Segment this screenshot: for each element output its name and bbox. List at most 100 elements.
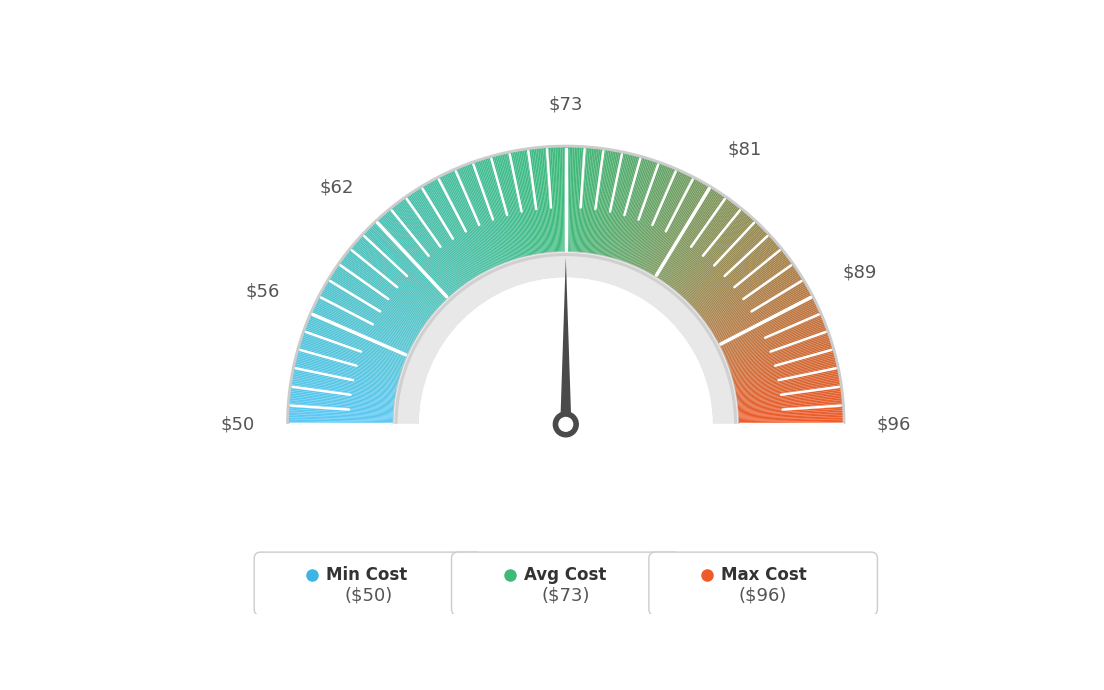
Wedge shape (363, 233, 442, 306)
Wedge shape (581, 147, 592, 253)
Wedge shape (715, 287, 809, 341)
Wedge shape (294, 364, 397, 388)
Wedge shape (287, 415, 394, 420)
Wedge shape (654, 185, 709, 277)
Wedge shape (732, 350, 835, 380)
Wedge shape (718, 295, 813, 345)
Wedge shape (666, 198, 730, 285)
Text: Max Cost: Max Cost (721, 566, 807, 584)
Wedge shape (730, 342, 832, 374)
Wedge shape (640, 173, 688, 270)
Wedge shape (358, 237, 438, 310)
Wedge shape (423, 185, 478, 277)
Wedge shape (369, 226, 445, 303)
Wedge shape (404, 197, 466, 284)
Text: ($73): ($73) (542, 586, 590, 604)
Wedge shape (526, 149, 542, 254)
Wedge shape (314, 306, 410, 352)
Wedge shape (301, 335, 403, 370)
Wedge shape (737, 421, 845, 423)
Wedge shape (288, 398, 394, 409)
Wedge shape (360, 237, 439, 309)
Wedge shape (737, 411, 843, 417)
Wedge shape (712, 277, 803, 334)
Wedge shape (639, 172, 686, 269)
Wedge shape (622, 161, 657, 262)
Wedge shape (372, 224, 446, 301)
Wedge shape (703, 258, 790, 322)
Wedge shape (737, 405, 843, 413)
Wedge shape (682, 220, 756, 299)
Wedge shape (737, 414, 843, 419)
Wedge shape (537, 148, 549, 253)
Wedge shape (393, 206, 459, 290)
Wedge shape (540, 147, 551, 253)
Wedge shape (288, 405, 394, 413)
Wedge shape (572, 146, 578, 253)
Wedge shape (662, 194, 723, 283)
Wedge shape (737, 398, 843, 409)
Wedge shape (596, 150, 616, 255)
Wedge shape (737, 404, 843, 413)
Wedge shape (716, 290, 810, 342)
Wedge shape (736, 389, 842, 404)
Text: Min Cost: Min Cost (327, 566, 407, 584)
Wedge shape (531, 148, 545, 254)
Wedge shape (590, 149, 606, 254)
Wedge shape (561, 146, 564, 253)
Wedge shape (575, 146, 583, 253)
Wedge shape (626, 164, 665, 264)
Wedge shape (658, 189, 716, 279)
Wedge shape (290, 382, 395, 400)
Wedge shape (500, 154, 527, 257)
Wedge shape (709, 269, 798, 329)
Text: $62: $62 (319, 179, 353, 197)
Wedge shape (564, 146, 565, 253)
Wedge shape (669, 201, 733, 287)
Wedge shape (687, 226, 763, 303)
Wedge shape (440, 175, 490, 270)
Wedge shape (376, 219, 449, 298)
Wedge shape (446, 172, 492, 269)
Wedge shape (641, 174, 689, 270)
Wedge shape (724, 314, 821, 357)
Wedge shape (699, 247, 782, 315)
Wedge shape (471, 162, 509, 262)
Wedge shape (311, 309, 410, 354)
Wedge shape (373, 223, 447, 300)
Circle shape (559, 417, 573, 431)
Wedge shape (461, 166, 502, 265)
Wedge shape (586, 148, 601, 254)
Wedge shape (327, 279, 418, 336)
Wedge shape (289, 393, 395, 406)
Wedge shape (290, 381, 396, 399)
Text: $73: $73 (549, 95, 583, 113)
Wedge shape (608, 155, 637, 258)
Wedge shape (573, 146, 580, 253)
Wedge shape (585, 148, 599, 253)
Wedge shape (714, 283, 806, 337)
Wedge shape (686, 225, 762, 302)
Wedge shape (454, 169, 498, 267)
Wedge shape (646, 178, 697, 273)
Wedge shape (725, 322, 825, 362)
Wedge shape (616, 158, 648, 260)
Wedge shape (656, 188, 713, 279)
Wedge shape (327, 282, 418, 337)
Wedge shape (667, 199, 731, 286)
Wedge shape (501, 153, 528, 257)
Wedge shape (734, 371, 839, 392)
Wedge shape (678, 213, 749, 295)
Wedge shape (559, 146, 563, 253)
Wedge shape (684, 223, 758, 300)
Wedge shape (457, 168, 499, 266)
Wedge shape (628, 165, 668, 264)
Wedge shape (712, 278, 804, 335)
Wedge shape (297, 352, 400, 380)
Wedge shape (346, 253, 431, 319)
Wedge shape (710, 273, 799, 331)
Wedge shape (602, 152, 625, 256)
Wedge shape (315, 303, 411, 350)
Wedge shape (294, 365, 397, 389)
Wedge shape (582, 147, 594, 253)
